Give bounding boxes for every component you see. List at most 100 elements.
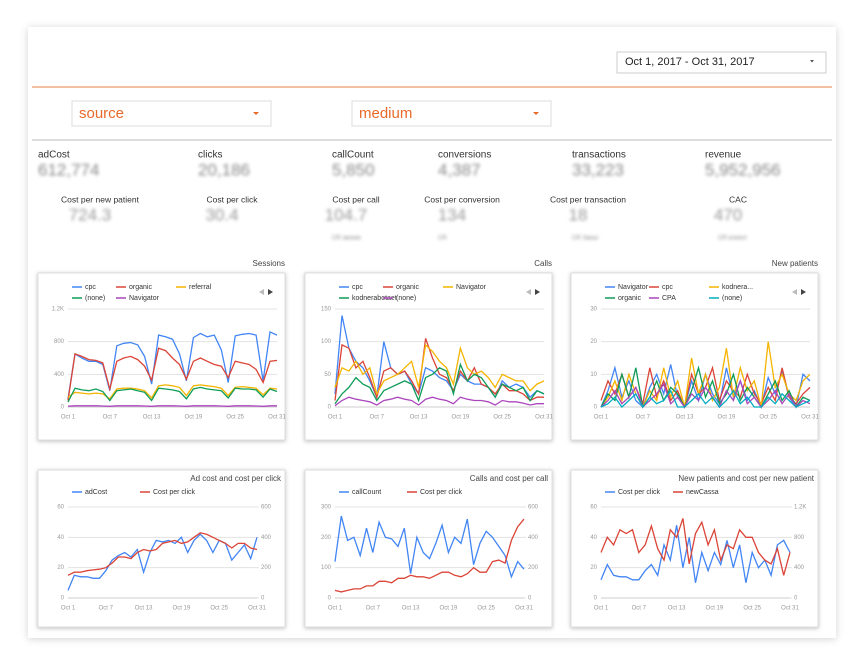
series-line xyxy=(600,389,811,409)
date-picker[interactable] xyxy=(616,51,827,74)
x-tick-label: Oct 25 xyxy=(743,606,761,612)
chart-title: Ad cost and cost per click xyxy=(190,474,282,483)
legend-label: newCassa xyxy=(686,489,719,496)
y-tick-label: 400 xyxy=(54,372,65,378)
x-tick-label: Oct 13 xyxy=(135,606,153,612)
series-line xyxy=(67,386,278,403)
cr-label: CR звонки xyxy=(332,236,361,242)
y-tick-label: 0 xyxy=(794,596,798,602)
legend-label: Cost per click xyxy=(153,489,196,496)
x-tick-label: Oct 19 xyxy=(440,606,458,612)
y-tick-label: 50 xyxy=(324,372,331,378)
legend-label: organic xyxy=(129,284,152,291)
y-tick-label: 30 xyxy=(590,307,597,313)
x-tick-label: Oct 7 xyxy=(632,606,647,612)
series-line xyxy=(67,532,258,576)
legend-label: organic xyxy=(618,295,641,302)
x-tick-label: Oct 31 xyxy=(781,606,799,612)
legend-label: CPA xyxy=(662,295,676,302)
legend-prev xyxy=(792,289,797,295)
date-range: Oct 1, 2017 - Oct 31, 2017 xyxy=(625,56,755,68)
series-line xyxy=(334,343,545,396)
chart-title: New patients and cost per new patient xyxy=(678,474,814,483)
y-tick-label: 600 xyxy=(528,505,539,511)
scorecard-value: 470 xyxy=(714,205,742,224)
dropdown-arrow xyxy=(253,112,259,115)
x-tick-label: Oct 1 xyxy=(61,415,76,421)
y-tick-label: 150 xyxy=(321,307,332,313)
legend-label: Navigator xyxy=(129,295,160,302)
x-tick-label: Oct 1 xyxy=(594,606,609,612)
chart-panel xyxy=(304,469,553,628)
y-tick-label: 100 xyxy=(321,339,332,345)
series-line xyxy=(600,525,791,583)
y-tick-label: 400 xyxy=(528,535,539,541)
legend-next xyxy=(801,289,806,295)
series-line xyxy=(600,518,791,576)
y-tick-label: 20 xyxy=(590,565,597,571)
x-tick-label: Oct 13 xyxy=(410,415,428,421)
scorecard-value: 20,186 xyxy=(198,160,250,179)
y-tick-label: 600 xyxy=(261,505,272,511)
series-line xyxy=(334,515,525,579)
series-line xyxy=(334,338,544,402)
y-tick-label: 1.2K xyxy=(794,505,806,511)
y-tick-label: 0 xyxy=(328,596,332,602)
scorecard-value: 724.3 xyxy=(69,205,112,224)
scorecard-label: conversions xyxy=(438,150,491,161)
chart-panel xyxy=(304,272,553,441)
scorecard-label: clicks xyxy=(198,150,222,161)
scorecard-label: callCount xyxy=(332,150,374,161)
x-tick-label: Oct 7 xyxy=(370,415,385,421)
y-tick-label: 40 xyxy=(590,535,597,541)
x-tick-label: Oct 19 xyxy=(173,606,191,612)
scorecard-value: 4,387 xyxy=(438,160,481,179)
x-tick-label: Oct 31 xyxy=(535,415,553,421)
x-tick-label: Oct 19 xyxy=(718,415,736,421)
legend-next xyxy=(535,289,540,295)
chart-title: Sessions xyxy=(253,259,285,268)
series-line xyxy=(67,405,277,407)
y-tick-label: 800 xyxy=(54,339,65,345)
scorecard-label: revenue xyxy=(705,150,742,161)
x-tick-label: Oct 13 xyxy=(143,415,161,421)
x-tick-label: Oct 31 xyxy=(248,606,266,612)
scorecard-label: CAC xyxy=(729,194,747,204)
dropdown-arrow xyxy=(533,112,539,115)
legend-prev xyxy=(259,289,264,295)
scorecard-label: transactions xyxy=(572,150,626,161)
legend-label: (none) xyxy=(85,295,105,302)
x-tick-label: Oct 7 xyxy=(99,606,114,612)
series-line xyxy=(334,362,545,405)
series-line xyxy=(334,518,525,593)
chart-title: Calls xyxy=(534,259,552,268)
y-tick-label: 20 xyxy=(590,339,597,345)
y-tick-label: 300 xyxy=(321,505,332,511)
legend-label: cpc xyxy=(352,284,363,291)
x-tick-label: Oct 25 xyxy=(759,415,777,421)
y-tick-label: 0 xyxy=(528,596,532,602)
legend-label: kodnera... xyxy=(722,284,753,291)
legend-label: cpc xyxy=(85,284,96,291)
x-tick-label: Oct 1 xyxy=(328,415,343,421)
y-tick-label: 200 xyxy=(528,565,539,571)
x-tick-label: Oct 19 xyxy=(185,415,203,421)
legend-label: cpc xyxy=(662,284,673,291)
legend-prev xyxy=(526,289,531,295)
y-tick-label: 800 xyxy=(794,535,805,541)
y-tick-label: 0 xyxy=(328,405,332,411)
scorecard-label: adCost xyxy=(38,150,70,161)
scorecard-value: 134 xyxy=(438,205,466,224)
scorecard-label: Cost per conversion xyxy=(424,194,500,204)
scorecard-value: 612,774 xyxy=(38,160,99,179)
x-tick-label: Oct 13 xyxy=(676,415,694,421)
filter-medium[interactable] xyxy=(351,100,552,127)
scorecard-label: Cost per transaction xyxy=(550,194,626,204)
x-tick-label: Oct 25 xyxy=(493,415,511,421)
x-tick-label: Oct 31 xyxy=(268,415,286,421)
legend-label: (none) xyxy=(396,295,416,302)
filter-source[interactable] xyxy=(71,100,272,127)
y-tick-label: 200 xyxy=(321,535,332,541)
scorecard-label: Cost per call xyxy=(332,194,379,204)
